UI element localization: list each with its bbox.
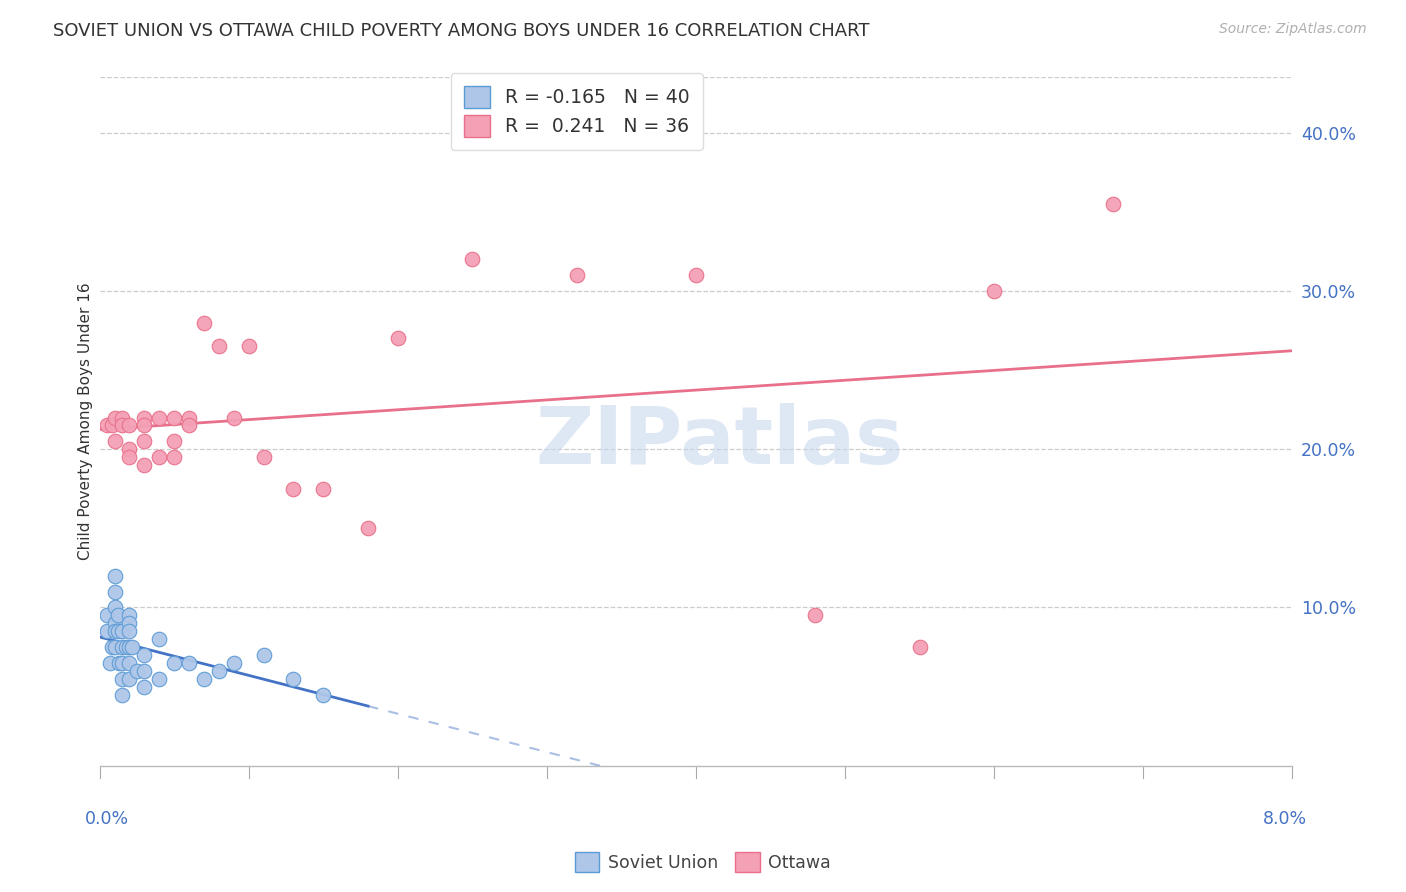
Text: 8.0%: 8.0% [1263, 810, 1308, 828]
Point [908, 640, 931, 654]
Point [163, 450, 186, 464]
Point [100, 418, 122, 433]
Text: Source: ZipAtlas.com: Source: ZipAtlas.com [1219, 22, 1367, 37]
Point [111, 656, 134, 670]
Point [179, 418, 201, 433]
Point [134, 680, 156, 694]
Point [121, 640, 143, 654]
Point [118, 624, 141, 639]
Point [283, 482, 305, 496]
Point [148, 632, 170, 647]
Point [107, 608, 129, 623]
Point [115, 640, 138, 654]
Point [111, 640, 134, 654]
Point [148, 450, 170, 464]
Point [179, 656, 201, 670]
Point [108, 656, 131, 670]
Point [107, 624, 129, 639]
Point [100, 640, 122, 654]
Point [111, 672, 134, 686]
Point [118, 640, 141, 654]
Point [103, 600, 125, 615]
Point [111, 418, 134, 433]
Point [148, 672, 170, 686]
Point [103, 410, 125, 425]
Point [193, 672, 215, 686]
Point [163, 410, 186, 425]
Point [118, 616, 141, 631]
Point [253, 450, 276, 464]
Point [312, 482, 335, 496]
Point [118, 442, 141, 457]
Point [193, 316, 215, 330]
Text: ZIPatlas: ZIPatlas [536, 403, 904, 481]
Point [111, 624, 134, 639]
Point [111, 410, 134, 425]
Point [118, 672, 141, 686]
Point [134, 418, 156, 433]
Point [134, 458, 156, 472]
Point [222, 656, 245, 670]
Point [134, 664, 156, 678]
Point [1102, 197, 1125, 211]
Point [163, 434, 186, 449]
Point [111, 688, 134, 702]
Point [118, 450, 141, 464]
Point [134, 410, 156, 425]
Point [179, 410, 201, 425]
Point [208, 664, 231, 678]
Text: SOVIET UNION VS OTTAWA CHILD POVERTY AMONG BOYS UNDER 16 CORRELATION CHART: SOVIET UNION VS OTTAWA CHILD POVERTY AMO… [53, 22, 870, 40]
Point [103, 584, 125, 599]
Point [118, 418, 141, 433]
Point [134, 434, 156, 449]
Point [983, 284, 1005, 298]
Point [103, 616, 125, 631]
Point [103, 569, 125, 583]
Point [96, 624, 118, 639]
Point [565, 268, 588, 282]
Point [312, 688, 335, 702]
Point [283, 672, 305, 686]
Legend: Soviet Union, Ottawa: Soviet Union, Ottawa [568, 845, 838, 879]
Point [103, 640, 125, 654]
Point [96, 608, 118, 623]
Point [387, 331, 409, 345]
Point [118, 656, 141, 670]
Point [163, 656, 186, 670]
Point [118, 608, 141, 623]
Point [125, 664, 148, 678]
Point [208, 339, 231, 353]
Point [804, 608, 827, 623]
Point [253, 648, 276, 662]
Point [148, 410, 170, 425]
Point [103, 624, 125, 639]
Legend: R = -0.165   N = 40, R =  0.241   N = 36: R = -0.165 N = 40, R = 0.241 N = 36 [451, 73, 703, 150]
Point [134, 648, 156, 662]
Point [222, 410, 245, 425]
Point [98, 656, 121, 670]
Point [96, 418, 118, 433]
Point [357, 521, 380, 535]
Point [103, 434, 125, 449]
Point [238, 339, 260, 353]
Text: 0.0%: 0.0% [84, 810, 129, 828]
Y-axis label: Child Poverty Among Boys Under 16: Child Poverty Among Boys Under 16 [79, 283, 93, 560]
Point [685, 268, 707, 282]
Point [461, 252, 484, 267]
